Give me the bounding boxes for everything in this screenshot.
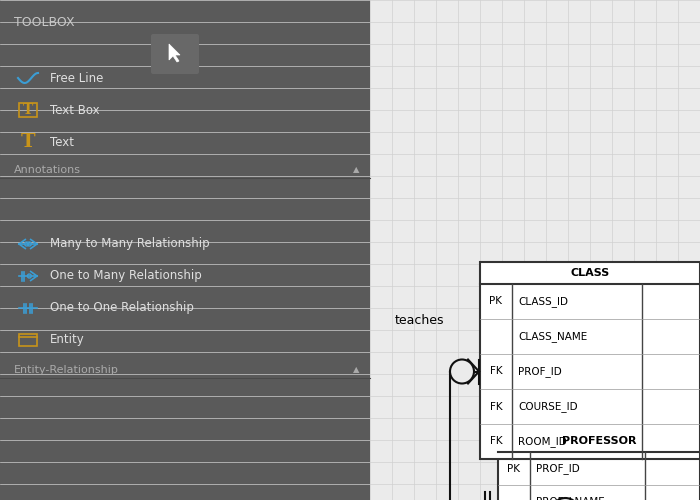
Text: Text: Text	[50, 136, 74, 148]
Text: PROF_ID: PROF_ID	[518, 366, 561, 377]
Bar	[19, 104, 37, 117]
Text: PROF_LNAME: PROF_LNAME	[536, 496, 605, 500]
Bar	[19, 334, 37, 346]
Text: Annotations: Annotations	[14, 165, 81, 175]
FancyBboxPatch shape	[151, 34, 199, 74]
Text: teaches: teaches	[395, 314, 444, 326]
Text: Many to Many Relationship: Many to Many Relationship	[50, 238, 209, 250]
Text: PK: PK	[489, 296, 503, 306]
Text: Text Box: Text Box	[50, 104, 99, 117]
Polygon shape	[169, 44, 180, 62]
Text: ROOM_ID: ROOM_ID	[518, 436, 567, 447]
Text: T: T	[23, 103, 33, 117]
Text: CLASS_ID: CLASS_ID	[518, 296, 568, 307]
Text: ▲: ▲	[353, 166, 359, 174]
Bar	[480, 262, 700, 459]
Text: PK: PK	[508, 464, 521, 473]
Bar	[0, 0, 370, 500]
Bar	[498, 430, 700, 500]
Text: PROF_ID: PROF_ID	[536, 463, 580, 474]
Text: Free Line: Free Line	[50, 72, 104, 85]
Text: ▲: ▲	[353, 366, 359, 374]
Text: TOOLBOX: TOOLBOX	[14, 16, 75, 28]
Text: T: T	[21, 133, 35, 151]
Circle shape	[552, 498, 580, 500]
Text: FK: FK	[490, 402, 503, 411]
Circle shape	[450, 360, 474, 384]
Bar	[370, 0, 700, 500]
Text: FK: FK	[490, 366, 503, 376]
Text: Entity-Relationship: Entity-Relationship	[14, 365, 119, 375]
Text: One to Many Relationship: One to Many Relationship	[50, 270, 202, 282]
Text: CLASS: CLASS	[570, 268, 610, 278]
Text: FK: FK	[490, 436, 503, 446]
Text: One to One Relationship: One to One Relationship	[50, 302, 194, 314]
Text: PROFESSOR: PROFESSOR	[561, 436, 636, 446]
Text: Entity: Entity	[50, 334, 85, 346]
Text: CLASS_NAME: CLASS_NAME	[518, 331, 587, 342]
Text: COURSE_ID: COURSE_ID	[518, 401, 578, 412]
